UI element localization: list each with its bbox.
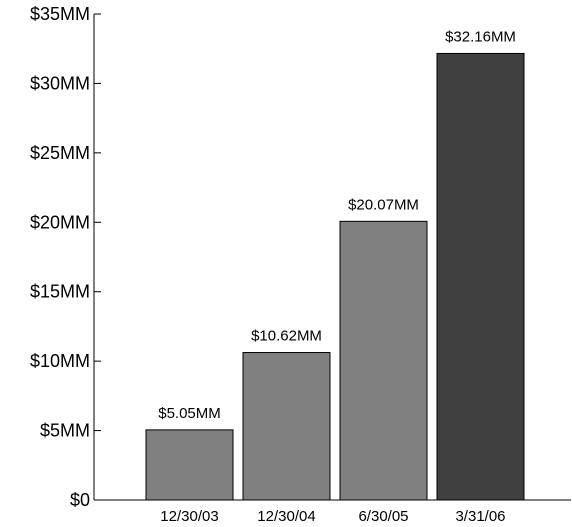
y-tick-label: $25MM [30, 143, 90, 163]
bar-data-label: $32.16MM [445, 28, 516, 45]
y-tick-label: $0 [70, 490, 90, 510]
bar [339, 220, 428, 501]
bar [436, 52, 525, 501]
x-category-label: 12/30/04 [257, 508, 315, 525]
y-tick-label: $15MM [30, 282, 90, 302]
bar [242, 352, 331, 501]
bar-data-label: $20.07MM [348, 196, 419, 213]
bar [145, 429, 234, 501]
y-tick-label: $20MM [30, 212, 90, 232]
x-category-label: 6/30/05 [358, 508, 408, 525]
bar-data-label: $5.05MM [158, 405, 221, 422]
y-tick-label: $30MM [30, 73, 90, 93]
bar-data-label: $10.62MM [251, 328, 322, 345]
x-category-label: 3/31/06 [455, 508, 505, 525]
y-tick-label: $35MM [30, 4, 90, 24]
y-tick-label: $10MM [30, 351, 90, 371]
chart-labels: $0 $5MM $10MM $15MM $20MM $25MM $30MM $35MM $5.0… [30, 4, 516, 525]
y-tick-label: $5MM [40, 421, 90, 441]
chart-bars [145, 52, 525, 501]
x-category-label: 12/30/03 [160, 508, 218, 525]
